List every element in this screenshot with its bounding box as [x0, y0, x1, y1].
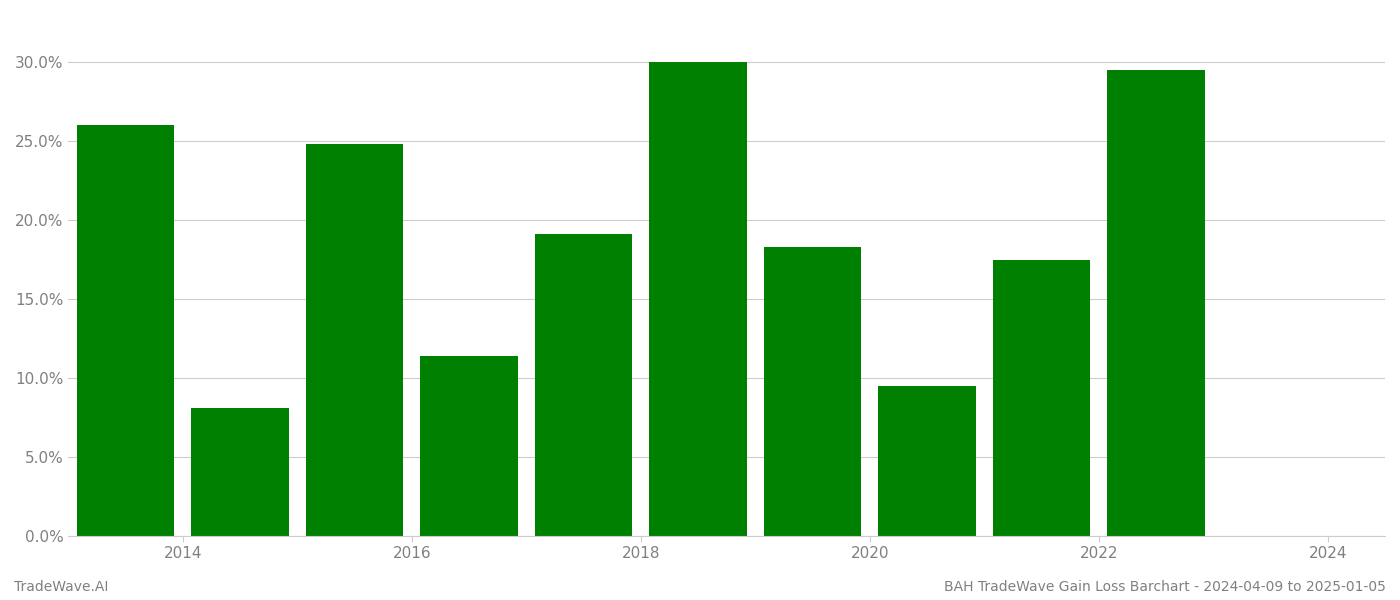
Bar: [77, 125, 174, 536]
Bar: [1107, 70, 1204, 536]
Bar: [307, 145, 403, 536]
Text: TradeWave.AI: TradeWave.AI: [14, 580, 108, 594]
Bar: [650, 62, 746, 536]
Bar: [535, 234, 633, 536]
Bar: [993, 260, 1091, 536]
Bar: [192, 408, 288, 536]
Bar: [878, 386, 976, 536]
Text: BAH TradeWave Gain Loss Barchart - 2024-04-09 to 2025-01-05: BAH TradeWave Gain Loss Barchart - 2024-…: [944, 580, 1386, 594]
Bar: [764, 247, 861, 536]
Bar: [420, 356, 518, 536]
